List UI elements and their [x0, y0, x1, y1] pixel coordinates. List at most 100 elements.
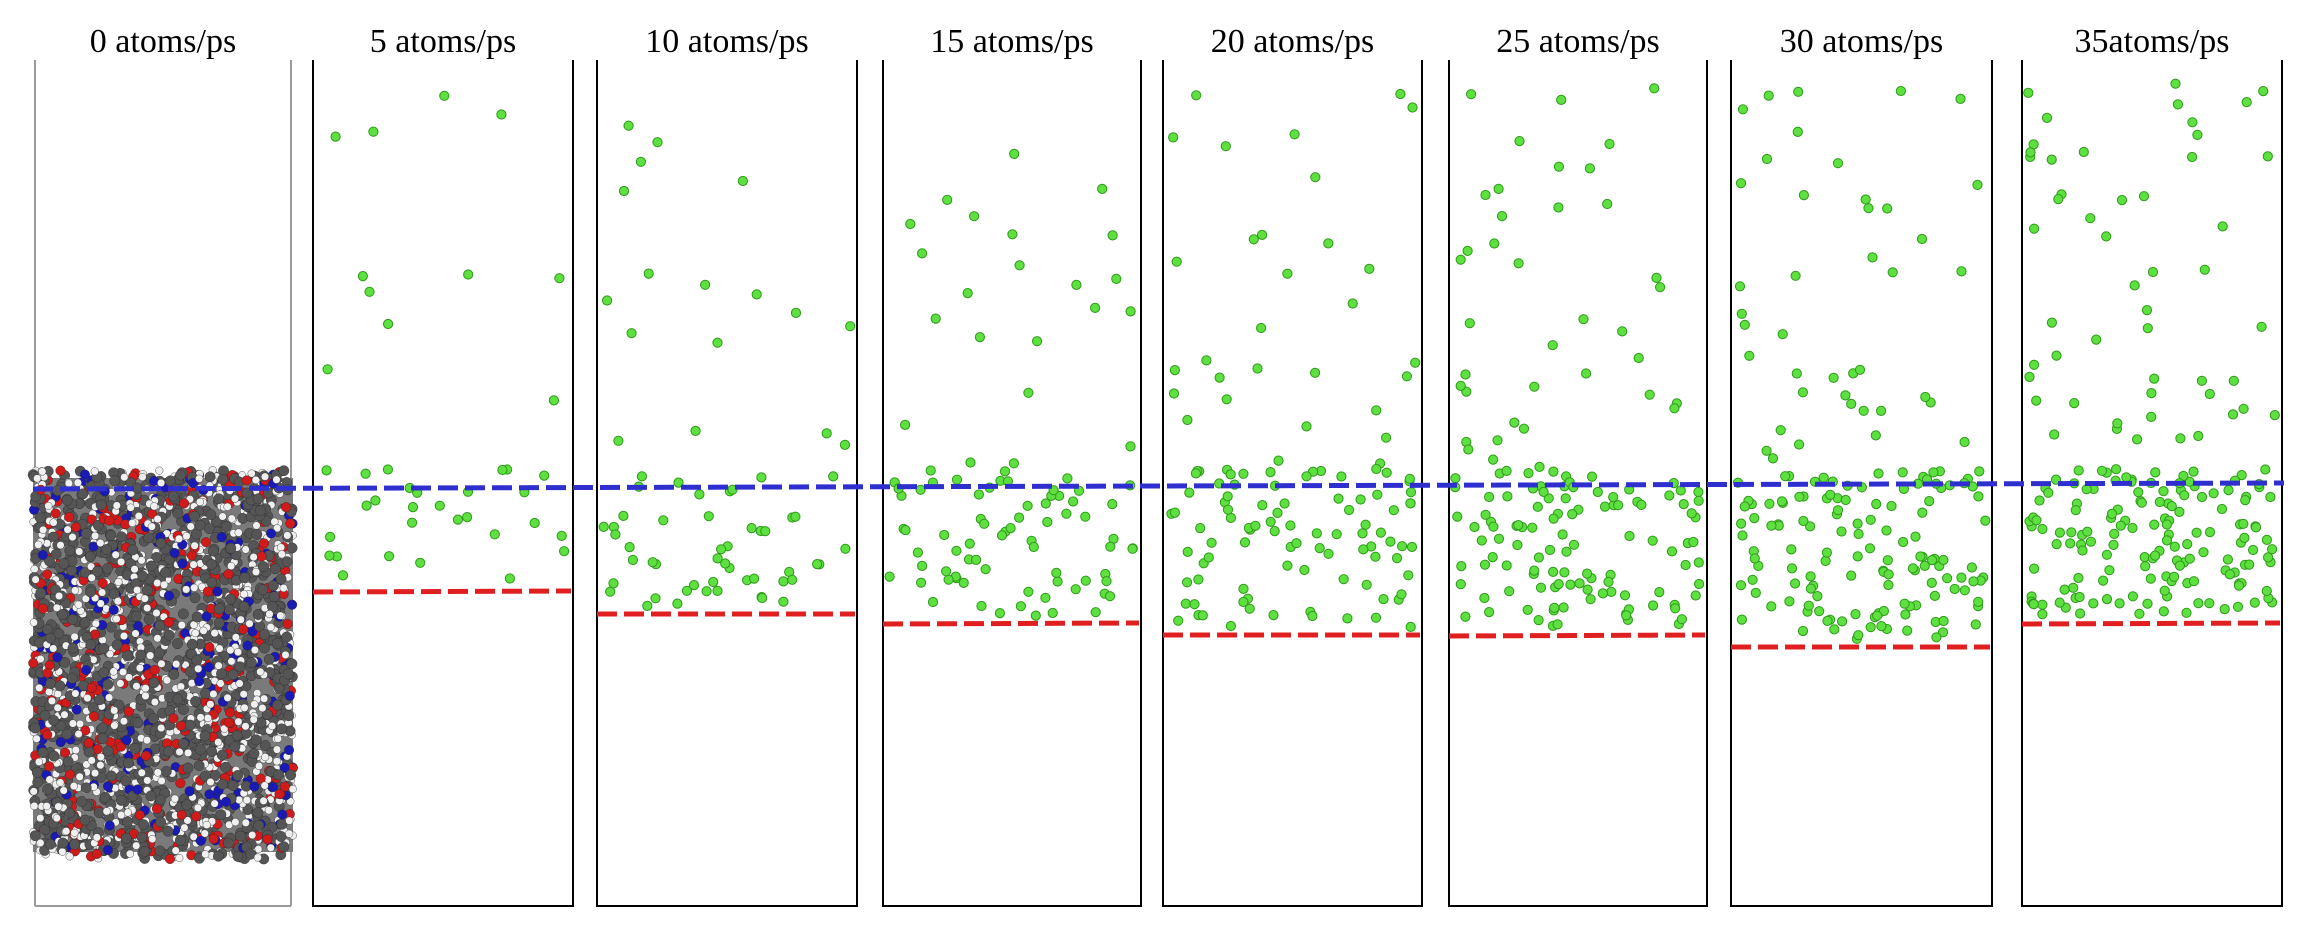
- deposited-atom: [1464, 318, 1475, 329]
- deposited-atom: [1872, 610, 1883, 621]
- slab-atom: [162, 676, 171, 685]
- slab-atom: [117, 557, 126, 566]
- deposited-atom: [1522, 604, 1533, 616]
- deposited-atom: [618, 185, 630, 197]
- slab-atom: [277, 550, 286, 559]
- deposited-atom: [2109, 528, 2120, 540]
- deposited-atom: [2041, 112, 2053, 124]
- deposited-atom: [1899, 598, 1910, 609]
- slab-atom: [281, 631, 293, 643]
- deposited-atom: [2054, 527, 2065, 538]
- deposited-atom: [1466, 89, 1477, 100]
- deposited-atom: [1837, 616, 1848, 627]
- slab-atom: [28, 658, 39, 669]
- deposited-atom: [1042, 516, 1053, 528]
- deposited-atom: [2112, 418, 2123, 429]
- slab-atom: [135, 649, 147, 661]
- deposited-atom: [1450, 473, 1461, 484]
- deposited-atom: [1828, 372, 1839, 383]
- deposited-atom: [2127, 591, 2138, 602]
- deposited-atom: [969, 211, 980, 222]
- deposited-atom: [1405, 621, 1416, 633]
- deposited-atom: [1956, 266, 1967, 277]
- slab-atom: [132, 717, 144, 729]
- deposited-atom: [642, 600, 653, 612]
- slab-atom: [73, 478, 82, 487]
- slab-atom: [123, 808, 132, 817]
- deposited-atom: [1014, 512, 1025, 523]
- deposited-atom: [2249, 597, 2260, 608]
- slab-atom: [36, 814, 45, 823]
- deposited-atom: [1956, 572, 1967, 583]
- slab-atom: [241, 475, 252, 486]
- deposited-atom: [1347, 298, 1358, 309]
- slab-atom: [53, 703, 62, 712]
- deposited-atom: [1282, 268, 1293, 279]
- deposited-atom: [1460, 369, 1471, 380]
- slab-atom: [97, 578, 108, 589]
- deposited-atom: [1805, 583, 1817, 594]
- panel-25: 25 atoms/ps: [1448, 23, 1708, 907]
- slab-atom: [215, 644, 224, 653]
- slab-atom: [182, 585, 191, 594]
- slab-atom: [142, 584, 153, 596]
- deposited-atom: [1397, 541, 1408, 552]
- deposited-atom: [2217, 221, 2228, 232]
- slab-atom: [98, 588, 107, 597]
- deposited-atom: [2043, 487, 2054, 498]
- slab-atom: [119, 632, 128, 641]
- deposited-atom: [1853, 528, 1864, 540]
- slab-atom: [257, 561, 269, 572]
- deposited-atom: [1980, 515, 1991, 526]
- slab-atom: [81, 527, 92, 539]
- slab-atom: [88, 541, 99, 552]
- deposited-atom: [2077, 545, 2088, 556]
- slab-atom: [52, 603, 61, 612]
- slab-atom: [90, 467, 99, 476]
- deposited-atom: [1314, 543, 1325, 554]
- slab-atom: [216, 532, 227, 543]
- deposited-atom: [2199, 264, 2210, 275]
- deposited-atom: [1648, 600, 1659, 611]
- slab-atom: [48, 715, 59, 726]
- deposited-atom: [2066, 527, 2077, 538]
- slab-atom: [65, 852, 74, 861]
- slab-atom: [223, 693, 232, 702]
- slab-atom: [250, 646, 259, 655]
- deposited-atom: [976, 600, 987, 612]
- deposited-atom: [2263, 552, 2274, 563]
- slab-atom: [169, 548, 180, 559]
- slab-atom: [141, 684, 150, 693]
- slab-atom: [175, 747, 184, 756]
- slab-atom: [287, 599, 298, 610]
- deposited-atom: [2101, 549, 2112, 560]
- deposited-atom: [1333, 493, 1344, 504]
- deposited-atom: [2179, 490, 2190, 501]
- deposited-atom: [1832, 505, 1844, 516]
- deposited-atom: [1061, 508, 1072, 519]
- slab-atom: [86, 682, 97, 693]
- deposited-atom: [1561, 546, 1572, 557]
- slab-atom: [37, 747, 49, 759]
- deposited-atom: [2106, 508, 2117, 520]
- slab-atom: [31, 575, 40, 584]
- deposited-atom: [974, 332, 986, 343]
- deposited-atom: [1168, 132, 1179, 143]
- deposited-atom: [2147, 266, 2159, 278]
- deposited-atom: [790, 511, 801, 522]
- deposited-atom: [1492, 435, 1503, 446]
- slab-atom: [276, 723, 287, 735]
- slab-atom: [44, 501, 53, 510]
- deposited-atom: [1852, 518, 1863, 529]
- slab-atom: [45, 678, 57, 690]
- slab-atom: [64, 479, 73, 488]
- slab-atom: [203, 714, 212, 723]
- slab-atom: [112, 614, 121, 623]
- deposited-atom: [462, 512, 473, 523]
- slab-atom: [206, 700, 215, 709]
- deposited-atom: [1895, 85, 1907, 97]
- panel-title: 30 atoms/ps: [1780, 23, 1943, 60]
- slab-atom: [242, 796, 251, 805]
- deposited-atom: [1900, 609, 1911, 620]
- slab-atom: [145, 790, 157, 802]
